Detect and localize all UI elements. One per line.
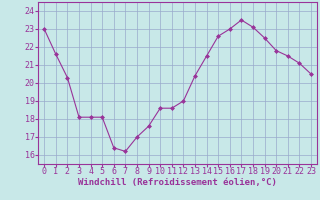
X-axis label: Windchill (Refroidissement éolien,°C): Windchill (Refroidissement éolien,°C) bbox=[78, 178, 277, 187]
